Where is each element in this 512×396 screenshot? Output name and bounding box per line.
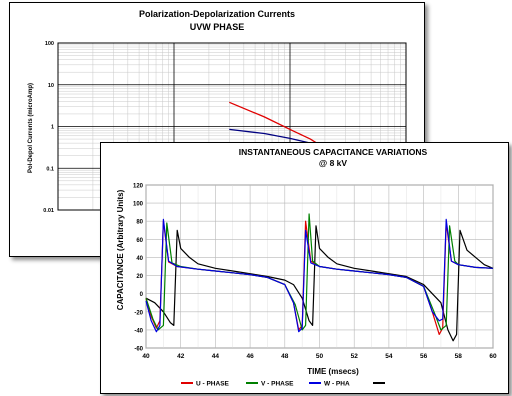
y-tick-label: 80 (136, 220, 143, 226)
x-tick-label: 56 (420, 353, 428, 360)
x-tick-label: 50 (316, 353, 324, 360)
y-tick-label: 0 (140, 292, 144, 298)
y-tick-label: 1 (51, 125, 54, 131)
legend-label: W - PHA (324, 381, 350, 388)
x-tick-label: 42 (177, 353, 185, 360)
x-tick-label: 46 (246, 353, 254, 360)
x-tick-label: 52 (351, 353, 359, 360)
capacitance-series-line-3 (145, 218, 494, 333)
y-tick-label: -60 (134, 347, 143, 353)
x-tick-label: 58 (455, 353, 463, 360)
capacitance-chart-title: INSTANTANEOUS CAPACITANCE VARIATIONS (239, 147, 428, 157)
capacitance-legend: U - PHASE V - PHASE W - PHA (181, 381, 385, 388)
capacitance-chart-svg: INSTANTANEOUS CAPACITANCE VARIATIONS @ 8… (116, 147, 497, 388)
x-tick-label: 44 (212, 353, 220, 360)
x-tick-label: 54 (385, 353, 393, 360)
capacitance-y-axis-label: CAPACITANCE (Arbitrary Units) (116, 189, 125, 310)
pdc-y-axis-label: Pol-Depol Currents (microAmp) (28, 83, 34, 173)
capacitance-series-line-2 (145, 213, 494, 331)
capacitance-chart-subtitle: @ 8 kV (319, 158, 347, 168)
y-tick-label: 10 (48, 83, 54, 89)
legend-label: V - PHASE (261, 381, 294, 388)
x-tick-label: 60 (489, 353, 497, 360)
y-tick-label: -20 (134, 310, 143, 316)
capacitance-series-line-4 (145, 225, 494, 342)
capacitance-chart-panel: INSTANTANEOUS CAPACITANCE VARIATIONS @ 8… (100, 142, 509, 394)
y-tick-label: -40 (134, 328, 143, 334)
y-tick-label: 40 (136, 256, 143, 262)
y-tick-label: 60 (136, 238, 143, 244)
x-tick-label: 40 (142, 353, 150, 360)
y-tick-label: 120 (133, 184, 144, 190)
y-tick-label: 0.1 (46, 166, 54, 172)
capacitance-x-axis-label: TIME (msecs) (307, 367, 359, 376)
y-tick-label: 100 (45, 41, 54, 47)
x-tick-label: 48 (281, 353, 289, 360)
pdc-chart-subtitle: UVW PHASE (190, 22, 245, 32)
y-tick-label: 20 (136, 274, 143, 280)
legend-label: U - PHASE (196, 381, 230, 388)
y-tick-label: 0.01 (43, 208, 54, 214)
pdc-chart-title: Polarization-Depolarization Currents (139, 9, 295, 19)
y-tick-label: 100 (133, 202, 144, 208)
